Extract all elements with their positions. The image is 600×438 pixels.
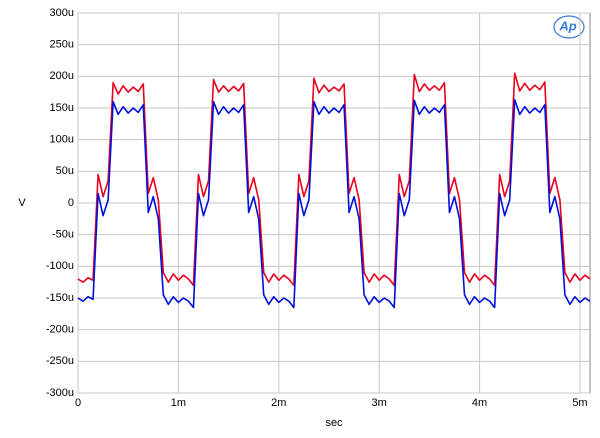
logo-ring xyxy=(553,15,585,39)
y-tick-label: 300u xyxy=(50,7,74,19)
y-tick-label: 50u xyxy=(56,165,74,177)
y-tick-label: -100u xyxy=(46,260,74,272)
x-tick-label: 1m xyxy=(171,397,186,409)
y-tick-label: -300u xyxy=(46,387,74,399)
x-tick-label: 0 xyxy=(75,397,81,409)
x-tick-label: 5m xyxy=(572,397,587,409)
x-axis-label: sec xyxy=(325,417,343,429)
x-tick-label: 2m xyxy=(271,397,286,409)
logo: Ap xyxy=(553,15,585,39)
y-tick-label: 200u xyxy=(50,70,74,82)
y-tick-label: 250u xyxy=(50,39,74,51)
y-tick-label: 0 xyxy=(68,197,74,209)
y-axis-label: V xyxy=(18,197,26,209)
series-line xyxy=(77,72,591,287)
x-tick-label: 3m xyxy=(372,397,387,409)
series-line xyxy=(77,98,591,309)
y-tick-label: 100u xyxy=(50,134,74,146)
y-tick-label: -250u xyxy=(46,355,74,367)
y-tick-label: -50u xyxy=(52,229,74,241)
y-tick-label: 150u xyxy=(50,102,74,114)
y-tick-label: -200u xyxy=(46,324,74,336)
logo-text: Ap xyxy=(558,18,576,33)
y-tick-label: -150u xyxy=(46,292,74,304)
x-tick-label: 4m xyxy=(472,397,487,409)
